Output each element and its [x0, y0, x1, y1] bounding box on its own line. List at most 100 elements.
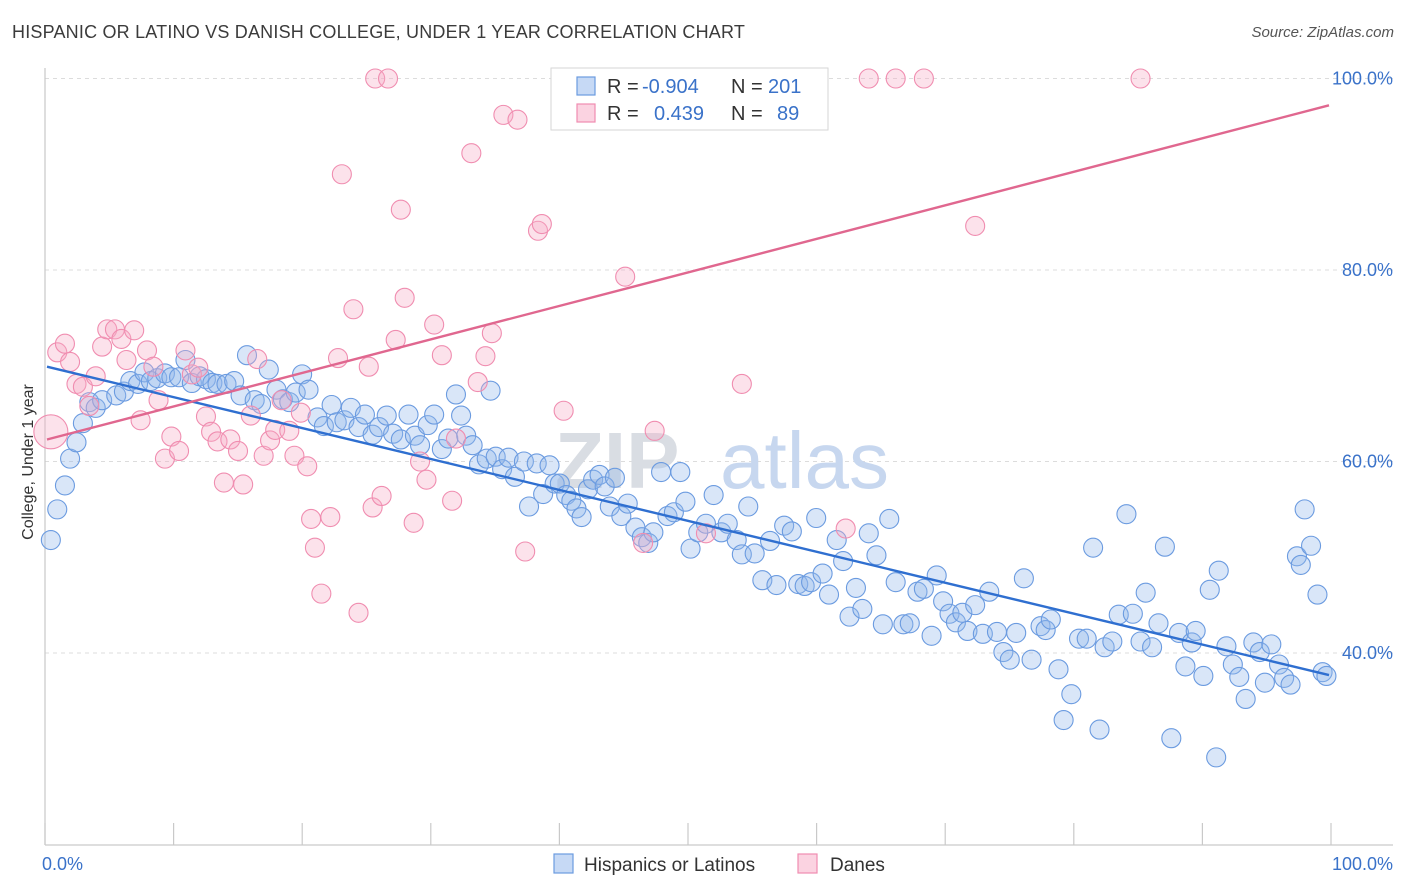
hispanics-point: [298, 379, 319, 400]
hispanics-point: [806, 507, 827, 529]
hispanics-point: [818, 584, 840, 605]
hispanics-point: [1013, 568, 1034, 589]
hispanics-point: [1154, 536, 1175, 557]
hispanics-point: [1102, 631, 1123, 652]
hispanics-point: [675, 491, 696, 512]
danes-point: [260, 430, 281, 451]
axes: [44, 68, 1393, 846]
source-label: Source: ZipAtlas.com: [1251, 24, 1394, 41]
danes-point: [116, 349, 137, 371]
hispanics-point: [933, 591, 954, 612]
hispanics-point: [852, 598, 873, 620]
stats-r-value-hispanics: -0.904: [642, 76, 699, 98]
danes-point: [79, 395, 100, 417]
hispanics-point: [845, 577, 866, 598]
hispanics-point: [1035, 619, 1056, 641]
hispanics-point: [1261, 634, 1282, 655]
hispanics-point: [913, 578, 934, 599]
danes-point: [227, 440, 249, 462]
danes-point: [527, 220, 549, 241]
danes-point: [377, 68, 399, 89]
hispanics-point: [1148, 613, 1169, 634]
hispanics-point: [738, 496, 759, 517]
hispanics-point: [611, 506, 632, 527]
x-tick-label-max: 100.0%: [1332, 854, 1393, 874]
hispanics-point: [1206, 747, 1227, 768]
danes-point: [188, 357, 209, 378]
hispanics-point: [376, 405, 397, 426]
hispanics-point: [858, 523, 879, 544]
hispanics-point: [812, 563, 833, 584]
series-danes-points: [33, 68, 1151, 623]
danes-point: [311, 583, 332, 604]
danes-point: [1130, 68, 1151, 89]
danes-point: [195, 406, 217, 427]
hispanics-point: [417, 415, 438, 436]
danes-point: [467, 371, 488, 393]
danes-point: [304, 537, 325, 558]
danes-point: [965, 215, 986, 237]
hispanics-point: [839, 606, 860, 627]
danes-point: [394, 287, 415, 308]
hispanics-point: [451, 405, 472, 426]
hispanics-point: [1193, 665, 1214, 687]
danes-point: [461, 143, 482, 164]
hispanics-point: [244, 390, 265, 411]
legend-label-danes: Danes: [830, 855, 885, 876]
hispanics-point: [431, 439, 452, 460]
hispanics-point: [1199, 579, 1220, 600]
danes-point: [168, 440, 190, 462]
hispanics-point: [589, 464, 610, 485]
danes-point: [348, 602, 369, 623]
hispanics-point: [1048, 659, 1069, 680]
hispanics-point: [1076, 628, 1097, 649]
hispanics-point: [1243, 632, 1264, 653]
y-axis-label: College, Under 1 year: [20, 384, 37, 540]
danes-point: [60, 351, 81, 372]
hispanics-point: [1316, 665, 1337, 687]
hispanics-point: [744, 543, 765, 564]
danes-point: [913, 68, 934, 89]
danes-point: [515, 541, 536, 562]
trend-lines: [46, 104, 1330, 677]
hispanics-point: [893, 614, 914, 635]
hispanics-point: [1307, 584, 1328, 605]
hispanics-point: [965, 595, 986, 616]
hispanics-point: [445, 384, 467, 405]
danes-point: [424, 314, 445, 335]
hispanics-point: [1006, 622, 1027, 643]
danes-point: [175, 340, 196, 361]
danes-point: [835, 518, 856, 539]
hispanics-point: [410, 435, 431, 456]
danes-point: [207, 431, 228, 452]
hispanics-point: [1130, 631, 1151, 652]
hispanics-trend-line: [46, 365, 1330, 677]
danes-point: [507, 109, 528, 130]
danes-point: [213, 472, 234, 493]
hispanics-point: [1053, 709, 1074, 731]
hispanics-point: [1068, 628, 1090, 649]
hispanics-point: [54, 475, 75, 496]
hispanics-point: [398, 404, 419, 425]
danes-point: [475, 346, 496, 367]
danes-point: [33, 414, 69, 450]
y-tick-label-80: 80.0%: [1342, 260, 1393, 280]
hispanics-point: [604, 467, 625, 488]
hispanics-point: [279, 392, 300, 413]
danes-point: [124, 320, 145, 341]
hispanics-point: [833, 551, 854, 572]
danes-point: [442, 490, 463, 511]
hispanics-point: [424, 404, 445, 425]
danes-point: [297, 456, 318, 477]
danes-point: [731, 373, 752, 394]
danes-point: [885, 68, 906, 89]
hispanics-point: [498, 447, 519, 468]
stats-swatch-hispanics: [576, 76, 596, 96]
danes-point: [220, 429, 241, 450]
y-tick-labels: 40.0% 60.0% 80.0% 100.0%: [1332, 69, 1393, 664]
series-hispanics-points: [40, 345, 1337, 768]
hispanics-point: [258, 359, 279, 380]
legend: Hispanics or Latinos Danes: [553, 853, 885, 876]
hispanics-point: [1222, 654, 1243, 675]
